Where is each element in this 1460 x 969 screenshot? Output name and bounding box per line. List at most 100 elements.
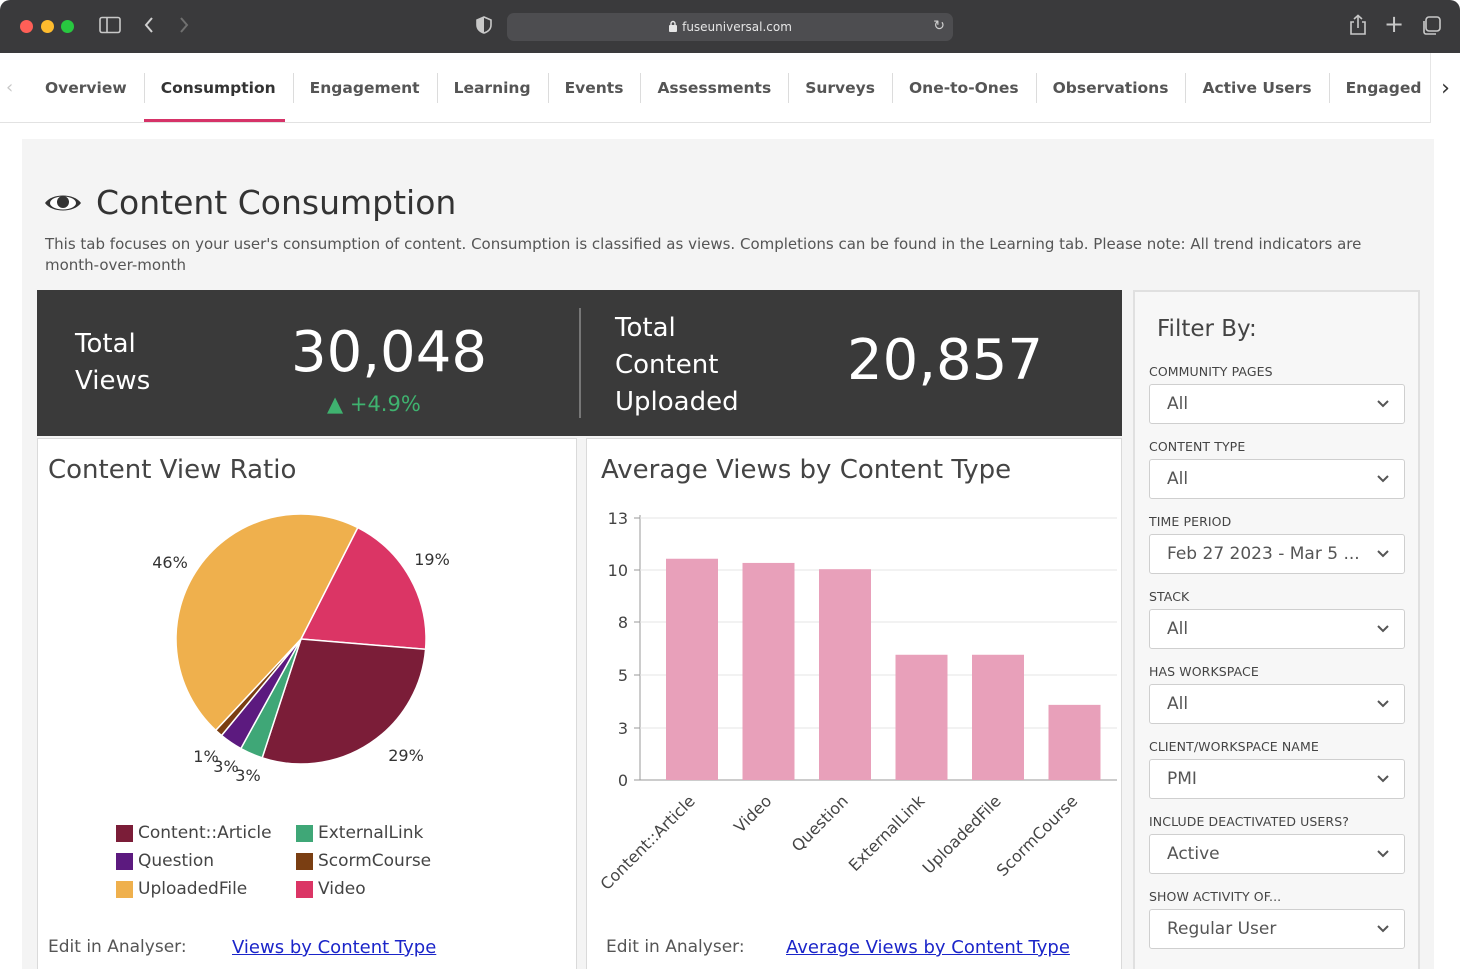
filter-title: Filter By: [1157,316,1257,342]
filter-dropdown[interactable]: Feb 27 2023 - Mar 5 ... [1149,534,1405,574]
filter-label: SHOW ACTIVITY OF... [1149,889,1282,904]
chevron-down-icon [1377,400,1389,408]
tab-label: Active Users [1202,79,1312,97]
x-tick-label: ScormCourse [993,791,1082,880]
chevron-down-icon [1377,850,1389,858]
legend-item[interactable]: Video [296,878,456,900]
filter-panel: Filter By: COMMUNITY PAGES All CONTENT TYP… [1133,290,1420,969]
kpi-divider [579,308,581,418]
pie-data-label: 19% [414,550,450,569]
bar[interactable] [895,654,948,780]
tab-assessments[interactable]: Assessments [640,53,788,123]
views-by-content-type-link[interactable]: Views by Content Type [232,937,437,958]
pie-slice[interactable] [175,513,359,732]
chart-title: Content View Ratio [48,455,297,485]
bar[interactable] [666,558,718,780]
tabs-overview-icon[interactable] [1421,16,1441,41]
shield-icon[interactable] [476,16,492,39]
tab-label: Engaged Users Overview [1345,79,1428,97]
forward-icon[interactable] [178,16,190,39]
total-views-label: Total Views [75,329,151,396]
y-tick-label: 3 [618,719,628,738]
tab-overview[interactable]: Overview [28,53,144,123]
legend-label: UploadedFile [138,879,248,899]
tabs-scroll-right-icon[interactable]: › [1430,53,1460,123]
chevron-down-icon [1377,700,1389,708]
bar[interactable] [819,569,871,780]
tab-list: Overview Consumption Engagement Learning… [28,53,1428,123]
tab-active-users[interactable]: Active Users [1185,53,1328,123]
tab-engaged-users-overview[interactable]: Engaged Users Overview [1328,53,1428,123]
total-content-value: 20,857 [847,328,1043,393]
tab-label: Learning [453,79,531,97]
average-views-card: Average Views by Content Type 0 3 5 8 10 13 Co… [586,438,1122,969]
tab-label: Events [564,79,624,97]
filter-dropdown[interactable]: All [1149,459,1405,499]
tab-learning[interactable]: Learning [436,53,548,123]
chevron-down-icon [1377,925,1389,933]
filter-group: COMMUNITY PAGES All [1149,364,1406,424]
filter-group: TIME PERIOD Feb 27 2023 - Mar 5 ... [1149,514,1406,574]
legend-item[interactable]: Content::Article [116,822,296,844]
filter-label: HAS WORKSPACE [1149,664,1259,679]
tab-surveys[interactable]: Surveys [788,53,892,123]
edit-in-analyser-label: Edit in Analyser: [48,937,187,957]
new-tab-icon[interactable]: + [1384,10,1405,38]
bar[interactable] [1048,704,1101,780]
kpi-panel: Total Views 30,048 ▲ +4.9% Total Content… [37,290,1122,436]
content-view-ratio-card: Content View Ratio 19% 29% 3% 3% 1% 46% Conte… [37,438,577,969]
share-icon[interactable] [1349,14,1367,41]
filter-label: TIME PERIOD [1149,514,1232,529]
tab-navigation: ‹ Overview Consumption Engagement Learni… [0,53,1460,123]
legend-label: ScormCourse [318,851,432,871]
average-views-by-content-type-link[interactable]: Average Views by Content Type [786,937,1070,958]
filter-label: STACK [1149,589,1190,604]
filter-dropdown[interactable]: Regular User [1149,909,1405,949]
back-icon[interactable] [143,16,155,39]
tab-observations[interactable]: Observations [1035,53,1186,123]
legend-item[interactable]: Question [116,850,296,872]
tabs-scroll-left-icon[interactable]: ‹ [6,77,14,98]
browser-toolbar: fuseuniversal.com ↻ + [0,0,1460,53]
total-views-trend: ▲ +4.9% [327,392,421,416]
trend-up-icon: ▲ [327,392,344,416]
y-tick-label: 5 [618,666,628,685]
tab-events[interactable]: Events [547,53,641,123]
filter-group: INCLUDE DEACTIVATED USERS? Active [1149,814,1406,874]
sidebar-toggle-icon[interactable] [99,16,121,39]
pie-slice[interactable] [299,526,427,651]
tab-consumption[interactable]: Consumption [143,53,293,123]
filter-dropdown[interactable]: PMI [1149,759,1405,799]
legend-item[interactable]: ScormCourse [296,850,456,872]
lock-icon [668,20,678,35]
pie-chart[interactable]: 19%29%3%3%1%46% [38,439,576,919]
pie-data-label: 3% [213,757,238,776]
legend-item[interactable]: UploadedFile [116,878,296,900]
x-tick-label: Video [730,791,775,836]
bar[interactable] [742,562,795,780]
filter-dropdown[interactable]: All [1149,609,1405,649]
reload-icon[interactable]: ↻ [933,18,945,34]
legend-swatch [296,880,313,898]
legend-item[interactable]: ExternalLink [296,822,456,844]
legend-swatch [116,824,133,842]
filter-group: SHOW ACTIVITY OF... Regular User [1149,889,1406,949]
minimize-window-button[interactable] [41,20,54,33]
pie-slice[interactable] [261,638,427,765]
tab-one-to-ones[interactable]: One-to-Ones [891,53,1036,123]
close-window-button[interactable] [20,20,33,33]
filter-dropdown[interactable]: All [1149,384,1405,424]
filter-dropdown[interactable]: All [1149,684,1405,724]
legend-swatch [116,852,133,870]
y-tick-label: 13 [608,509,628,528]
maximize-window-button[interactable] [61,20,74,33]
address-bar[interactable]: fuseuniversal.com ↻ [507,13,953,41]
bar[interactable] [972,654,1024,780]
filter-label: CONTENT TYPE [1149,439,1246,454]
x-tick-label: Content::Article [596,791,698,893]
legend-label: ExternalLink [318,823,424,843]
tab-engagement[interactable]: Engagement [292,53,437,123]
filter-dropdown[interactable]: Active [1149,834,1405,874]
